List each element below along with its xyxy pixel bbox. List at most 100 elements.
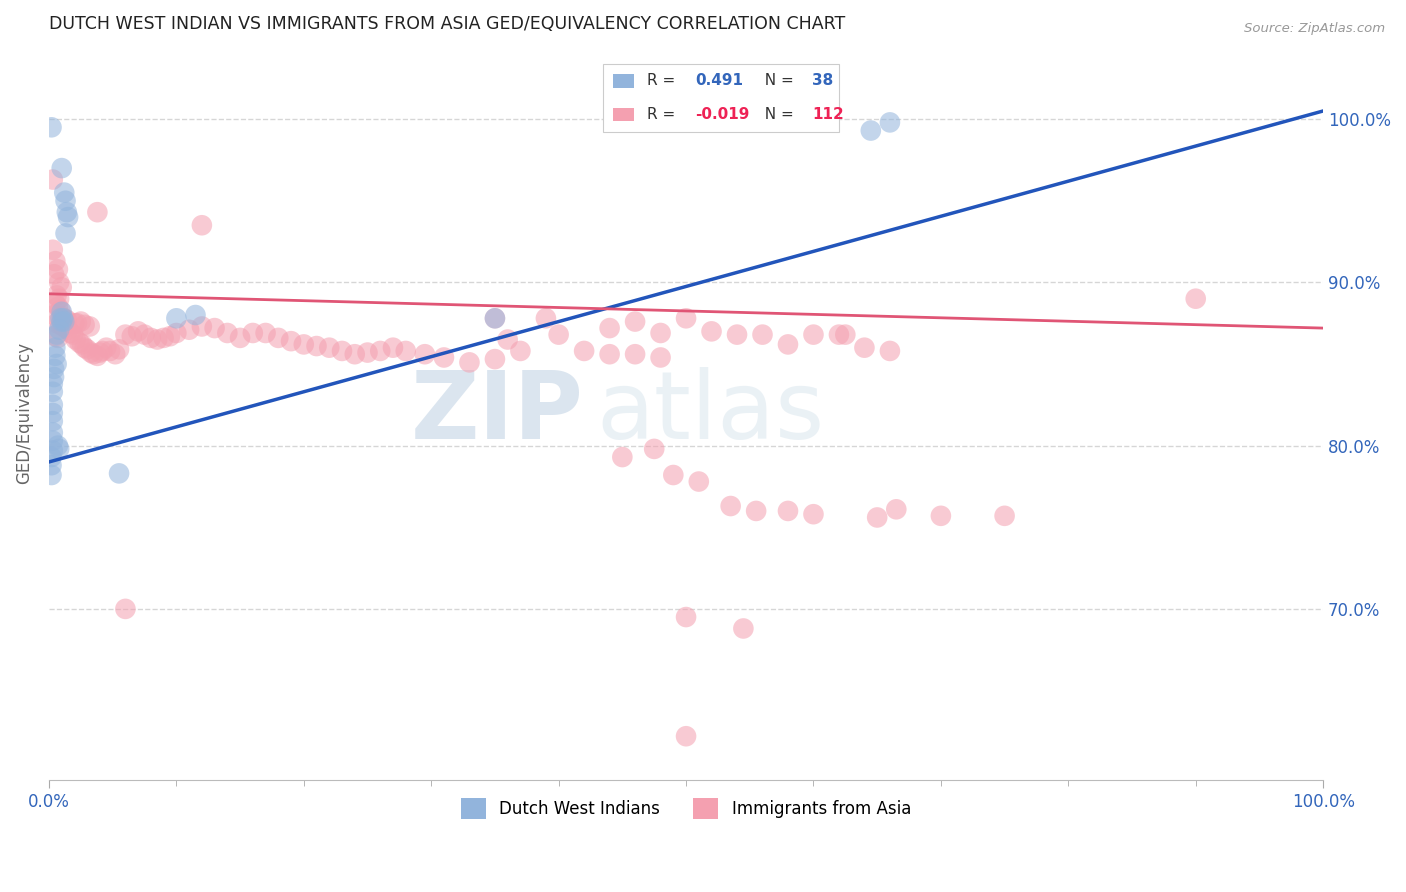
- Point: [994, 508, 1017, 523]
- Point: [89, 345, 111, 359]
- Point: [42, 434, 65, 448]
- Point: [48, 442, 70, 456]
- Point: [76, 343, 98, 357]
- Point: [547, 327, 569, 342]
- Point: [44, 296, 66, 310]
- Text: N =: N =: [755, 73, 799, 88]
- Point: [146, 333, 169, 347]
- Point: [204, 321, 226, 335]
- Point: [49, 318, 72, 332]
- Point: [776, 504, 799, 518]
- Legend: Dutch West Indians, Immigrants from Asia: Dutch West Indians, Immigrants from Asia: [453, 790, 920, 827]
- Point: [73, 341, 96, 355]
- Point: [41, 458, 63, 473]
- Point: [292, 337, 315, 351]
- Point: [52, 319, 75, 334]
- Point: [675, 311, 697, 326]
- Point: [69, 335, 91, 350]
- FancyBboxPatch shape: [603, 64, 839, 132]
- Point: [509, 343, 531, 358]
- Point: [42, 243, 65, 257]
- Point: [42, 425, 65, 440]
- Point: [55, 227, 77, 241]
- Point: [675, 729, 697, 743]
- Point: [229, 331, 252, 345]
- Point: [45, 316, 67, 330]
- Point: [56, 205, 79, 219]
- Point: [56, 210, 79, 224]
- Point: [720, 499, 742, 513]
- Point: [49, 303, 72, 318]
- Point: [134, 327, 156, 342]
- Point: [55, 194, 77, 208]
- Point: [41, 450, 63, 464]
- Point: [73, 318, 96, 332]
- Point: [599, 321, 621, 335]
- Point: [675, 610, 697, 624]
- Text: R =: R =: [647, 73, 681, 88]
- Point: [108, 343, 131, 357]
- Point: [884, 502, 907, 516]
- Point: [879, 115, 901, 129]
- Point: [53, 314, 76, 328]
- Point: [413, 347, 436, 361]
- Point: [599, 347, 621, 361]
- Point: [484, 352, 506, 367]
- Point: [65, 333, 87, 347]
- Point: [46, 262, 69, 277]
- Point: [179, 323, 201, 337]
- Point: [458, 355, 481, 369]
- Point: [96, 341, 118, 355]
- Point: [44, 254, 66, 268]
- Point: [254, 326, 277, 340]
- Text: Source: ZipAtlas.com: Source: ZipAtlas.com: [1244, 22, 1385, 36]
- Point: [368, 343, 391, 358]
- Point: [48, 276, 70, 290]
- Point: [70, 337, 93, 351]
- FancyBboxPatch shape: [613, 108, 634, 121]
- Point: [51, 161, 73, 175]
- Point: [859, 123, 882, 137]
- Point: [66, 316, 89, 330]
- Point: [496, 333, 519, 347]
- Point: [45, 327, 67, 342]
- Point: [52, 311, 75, 326]
- Point: [343, 347, 366, 361]
- Point: [929, 508, 952, 523]
- Point: [121, 329, 143, 343]
- Text: DUTCH WEST INDIAN VS IMMIGRANTS FROM ASIA GED/EQUIVALENCY CORRELATION CHART: DUTCH WEST INDIAN VS IMMIGRANTS FROM ASI…: [49, 15, 845, 33]
- Point: [624, 314, 647, 328]
- Y-axis label: GED/Equivalency: GED/Equivalency: [15, 342, 32, 484]
- Point: [44, 329, 66, 343]
- Point: [828, 327, 851, 342]
- Point: [139, 331, 162, 345]
- Point: [803, 327, 825, 342]
- Point: [534, 311, 557, 326]
- Point: [745, 504, 768, 518]
- Point: [55, 321, 77, 335]
- Point: [242, 326, 264, 340]
- Point: [42, 406, 65, 420]
- Point: [45, 357, 67, 371]
- Point: [572, 343, 595, 358]
- Point: [45, 288, 67, 302]
- Point: [751, 327, 773, 342]
- Point: [114, 327, 136, 342]
- Point: [48, 323, 70, 337]
- Point: [56, 323, 79, 337]
- Point: [318, 341, 340, 355]
- Point: [86, 205, 108, 219]
- Point: [305, 339, 328, 353]
- Text: 0.491: 0.491: [695, 73, 744, 88]
- Text: atlas: atlas: [598, 367, 825, 459]
- Point: [48, 292, 70, 306]
- Point: [733, 622, 755, 636]
- Point: [267, 331, 290, 345]
- Point: [879, 343, 901, 358]
- Point: [42, 308, 65, 322]
- Point: [108, 467, 131, 481]
- Point: [63, 316, 86, 330]
- Point: [46, 439, 69, 453]
- Point: [53, 311, 76, 326]
- Point: [191, 219, 214, 233]
